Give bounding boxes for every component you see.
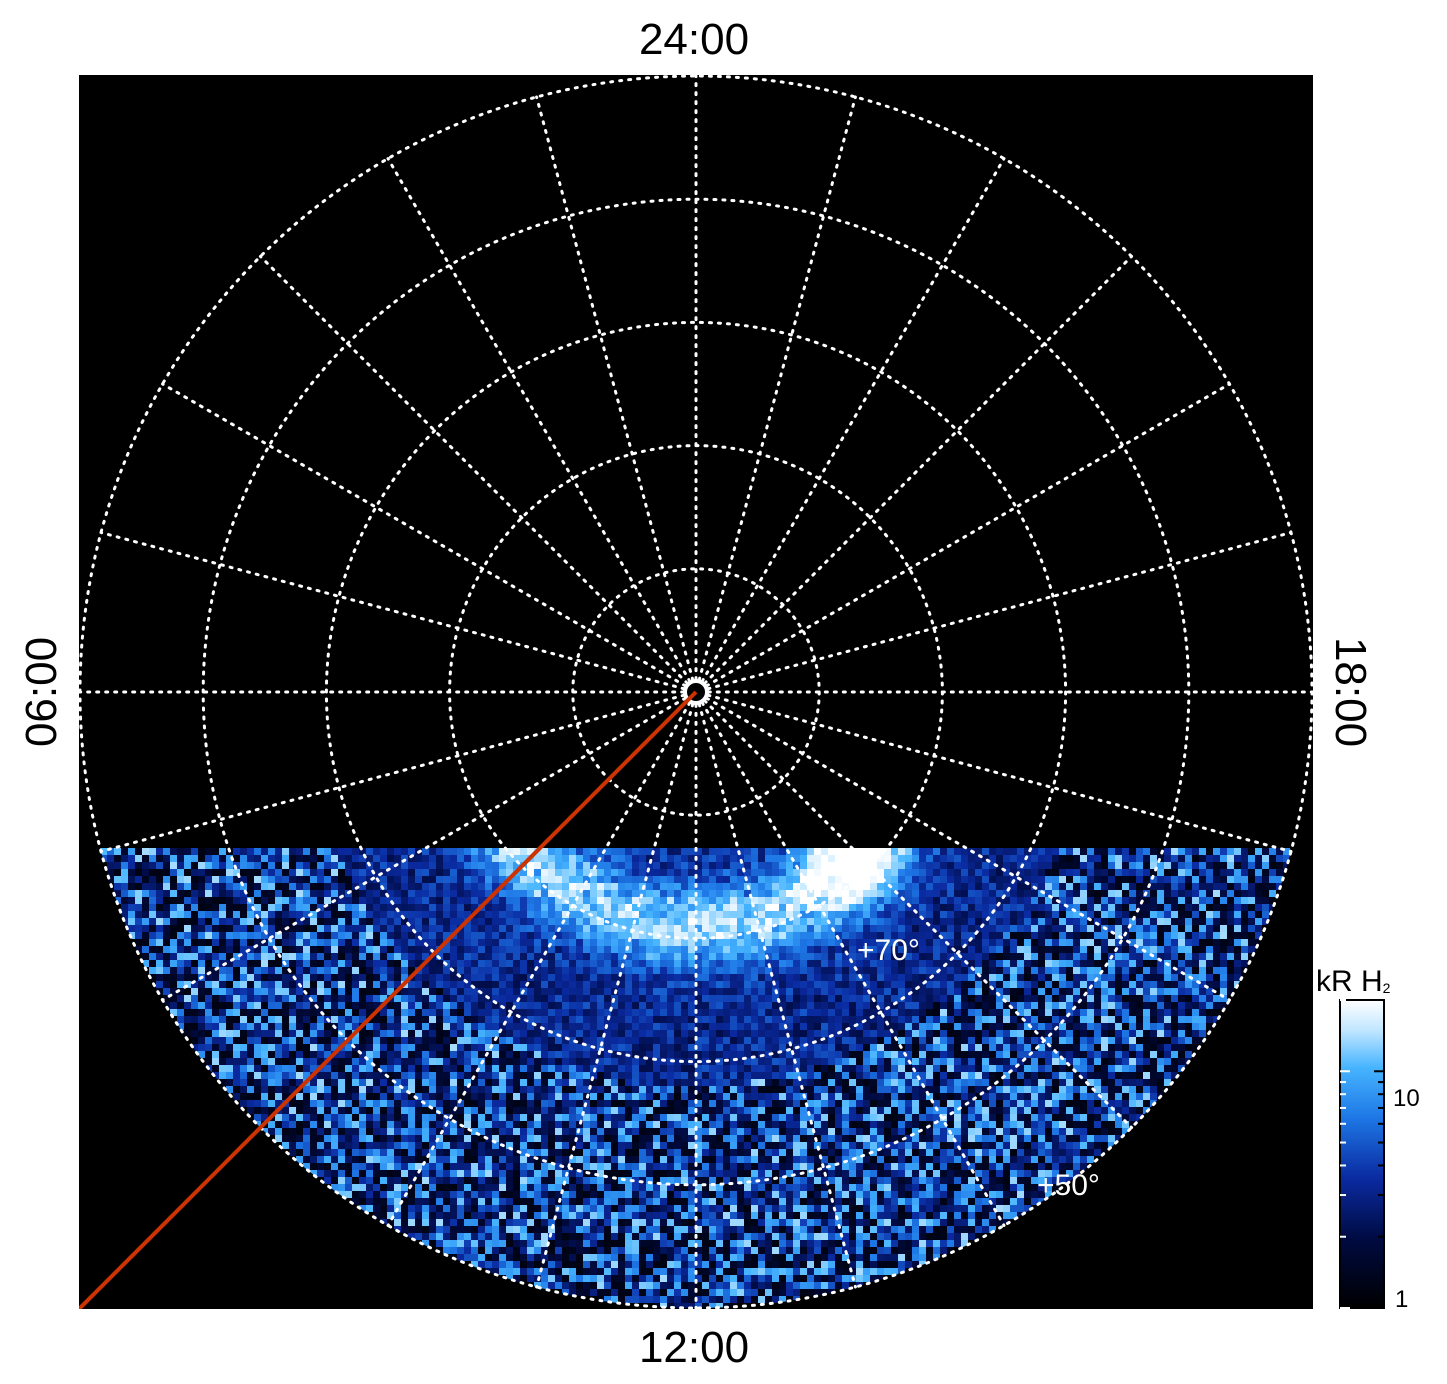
meridian-22 xyxy=(386,157,692,683)
latitude-label-50: +50° xyxy=(1037,1169,1100,1202)
meridian-4 xyxy=(705,382,1231,688)
meridian-21 xyxy=(258,254,689,685)
colorbar-gradient xyxy=(1339,999,1385,1309)
overlays xyxy=(79,690,698,1309)
meridian-9 xyxy=(703,699,1134,1130)
meridian-13 xyxy=(535,702,695,1289)
colorbar-tick-label-10: 10 xyxy=(1393,1085,1420,1112)
local-time-label-noon: 12:00 xyxy=(638,1323,750,1372)
meridian-20 xyxy=(161,382,687,688)
meridian-16 xyxy=(161,696,687,1002)
noon-meridian-line xyxy=(79,690,698,1309)
meridian-7 xyxy=(706,693,1293,853)
meridian-1 xyxy=(697,95,857,682)
local-time-label-dusk: 18:00 xyxy=(1326,636,1375,748)
meridian-10 xyxy=(700,701,1006,1227)
pole-marker xyxy=(683,679,709,705)
meridian-8 xyxy=(705,696,1231,1002)
latitude-label-70: +70° xyxy=(857,934,920,967)
latitude-circle-60 xyxy=(324,320,1068,1064)
colorbar xyxy=(1339,999,1385,1309)
meridian-5 xyxy=(706,531,1293,691)
local-time-label-midnight: 24:00 xyxy=(638,15,750,64)
latitude-labels: +70° +50° xyxy=(857,934,1100,1202)
meridian-2 xyxy=(700,157,1006,683)
local-time-label-dawn: 06:00 xyxy=(17,636,66,748)
colorbar-tick-label-1: 1 xyxy=(1395,1286,1409,1313)
meridian-3 xyxy=(703,254,1134,685)
meridian-19 xyxy=(99,531,686,691)
meridian-11 xyxy=(697,702,857,1289)
polar-plot: +70° +50° xyxy=(79,75,1313,1309)
meridian-14 xyxy=(386,701,692,1227)
colorbar-title: kR H2 xyxy=(1316,965,1391,998)
meridian-17 xyxy=(99,693,686,853)
meridian-23 xyxy=(535,95,695,682)
colorbar-ticks xyxy=(1340,999,1384,1309)
